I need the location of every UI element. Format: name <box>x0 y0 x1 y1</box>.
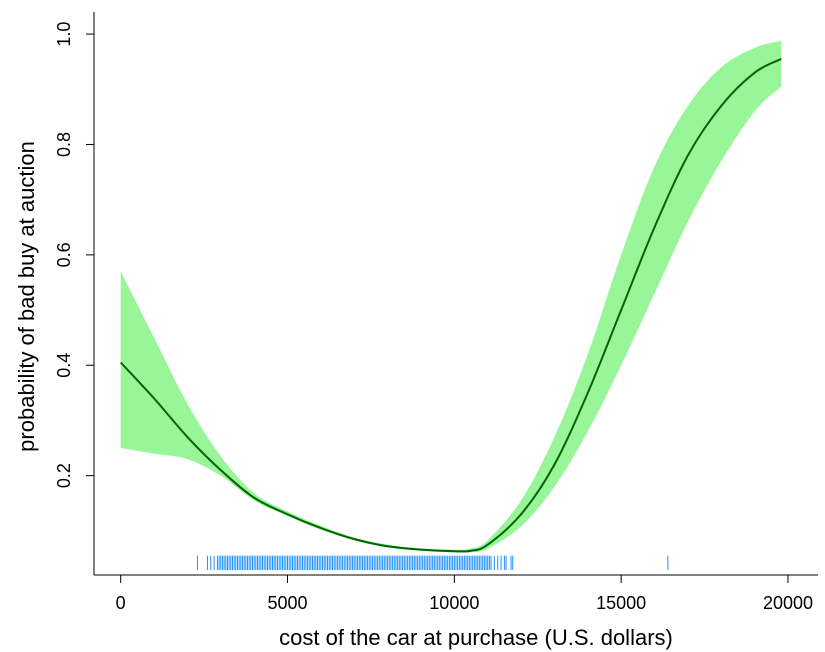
y-tick-label: 0.6 <box>54 242 74 267</box>
x-axis-label: cost of the car at purchase (U.S. dollar… <box>279 625 673 650</box>
fitted-curve <box>119 58 782 553</box>
axes: 0 5000 10000 15000 20000 0.2 0.4 0.6 0.8 1.0 <box>54 12 818 613</box>
y-tick-label: 0.4 <box>54 353 74 378</box>
y-axis-label: probability of bad buy at auction <box>14 141 39 452</box>
x-tick-label: 15000 <box>596 593 646 613</box>
y-tick-label: 0.2 <box>54 463 74 488</box>
confidence-band <box>120 40 782 553</box>
x-tick-label: 5000 <box>267 593 307 613</box>
rug-marks <box>196 555 669 571</box>
x-tick-label: 0 <box>116 593 126 613</box>
y-tick-label: 0.8 <box>54 132 74 157</box>
x-tick-label: 10000 <box>429 593 479 613</box>
x-tick-label: 20000 <box>763 593 813 613</box>
y-tick-label: 1.0 <box>54 22 74 47</box>
